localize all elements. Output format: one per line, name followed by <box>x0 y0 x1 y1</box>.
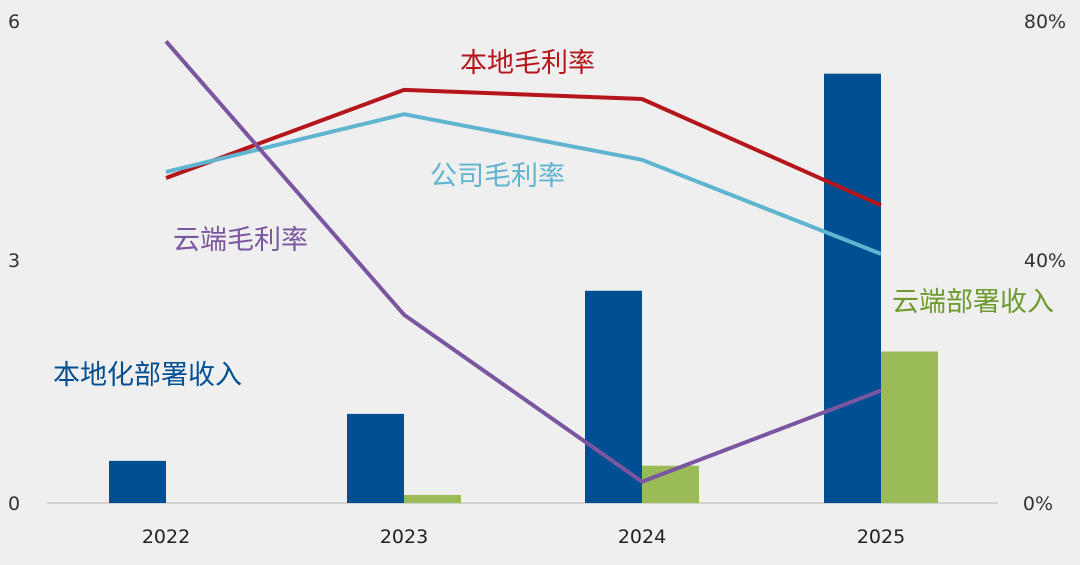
bar-layer <box>109 73 938 503</box>
bar-local-revenue-2022 <box>109 460 166 503</box>
x-tick-2022: 2022 <box>142 526 190 548</box>
bar-local-revenue-2024 <box>585 290 642 503</box>
bar-cloud-revenue-2023 <box>404 494 461 503</box>
series-label-company-margin: 公司毛利率 <box>430 161 565 192</box>
y-right-tick-80: 80% <box>1024 11 1066 33</box>
y-right-tick-40: 40% <box>1024 250 1066 272</box>
y-left-tick-6: 6 <box>8 11 20 33</box>
x-tick-2024: 2024 <box>618 526 666 548</box>
series-label-local-revenue: 本地化部署收入 <box>53 360 242 391</box>
bar-cloud-revenue-2025 <box>881 351 938 503</box>
y-left-tick-0: 0 <box>8 493 20 515</box>
line-cloud-margin <box>164 39 882 484</box>
x-tick-2025: 2025 <box>857 526 905 548</box>
bar-local-revenue-2025 <box>824 73 881 503</box>
series-label-local-margin: 本地毛利率 <box>460 48 595 79</box>
y-left-tick-3: 3 <box>8 250 20 272</box>
bar-local-revenue-2023 <box>347 413 404 503</box>
x-tick-2023: 2023 <box>380 526 428 548</box>
line-layer <box>164 39 882 484</box>
y-right-tick-0: 0% <box>1023 493 1053 515</box>
series-label-cloud-revenue: 云端部署收入 <box>892 287 1054 318</box>
line-local-margin <box>165 87 882 208</box>
line-company-margin <box>165 112 882 256</box>
series-label-cloud-margin: 云端毛利率 <box>173 225 308 256</box>
